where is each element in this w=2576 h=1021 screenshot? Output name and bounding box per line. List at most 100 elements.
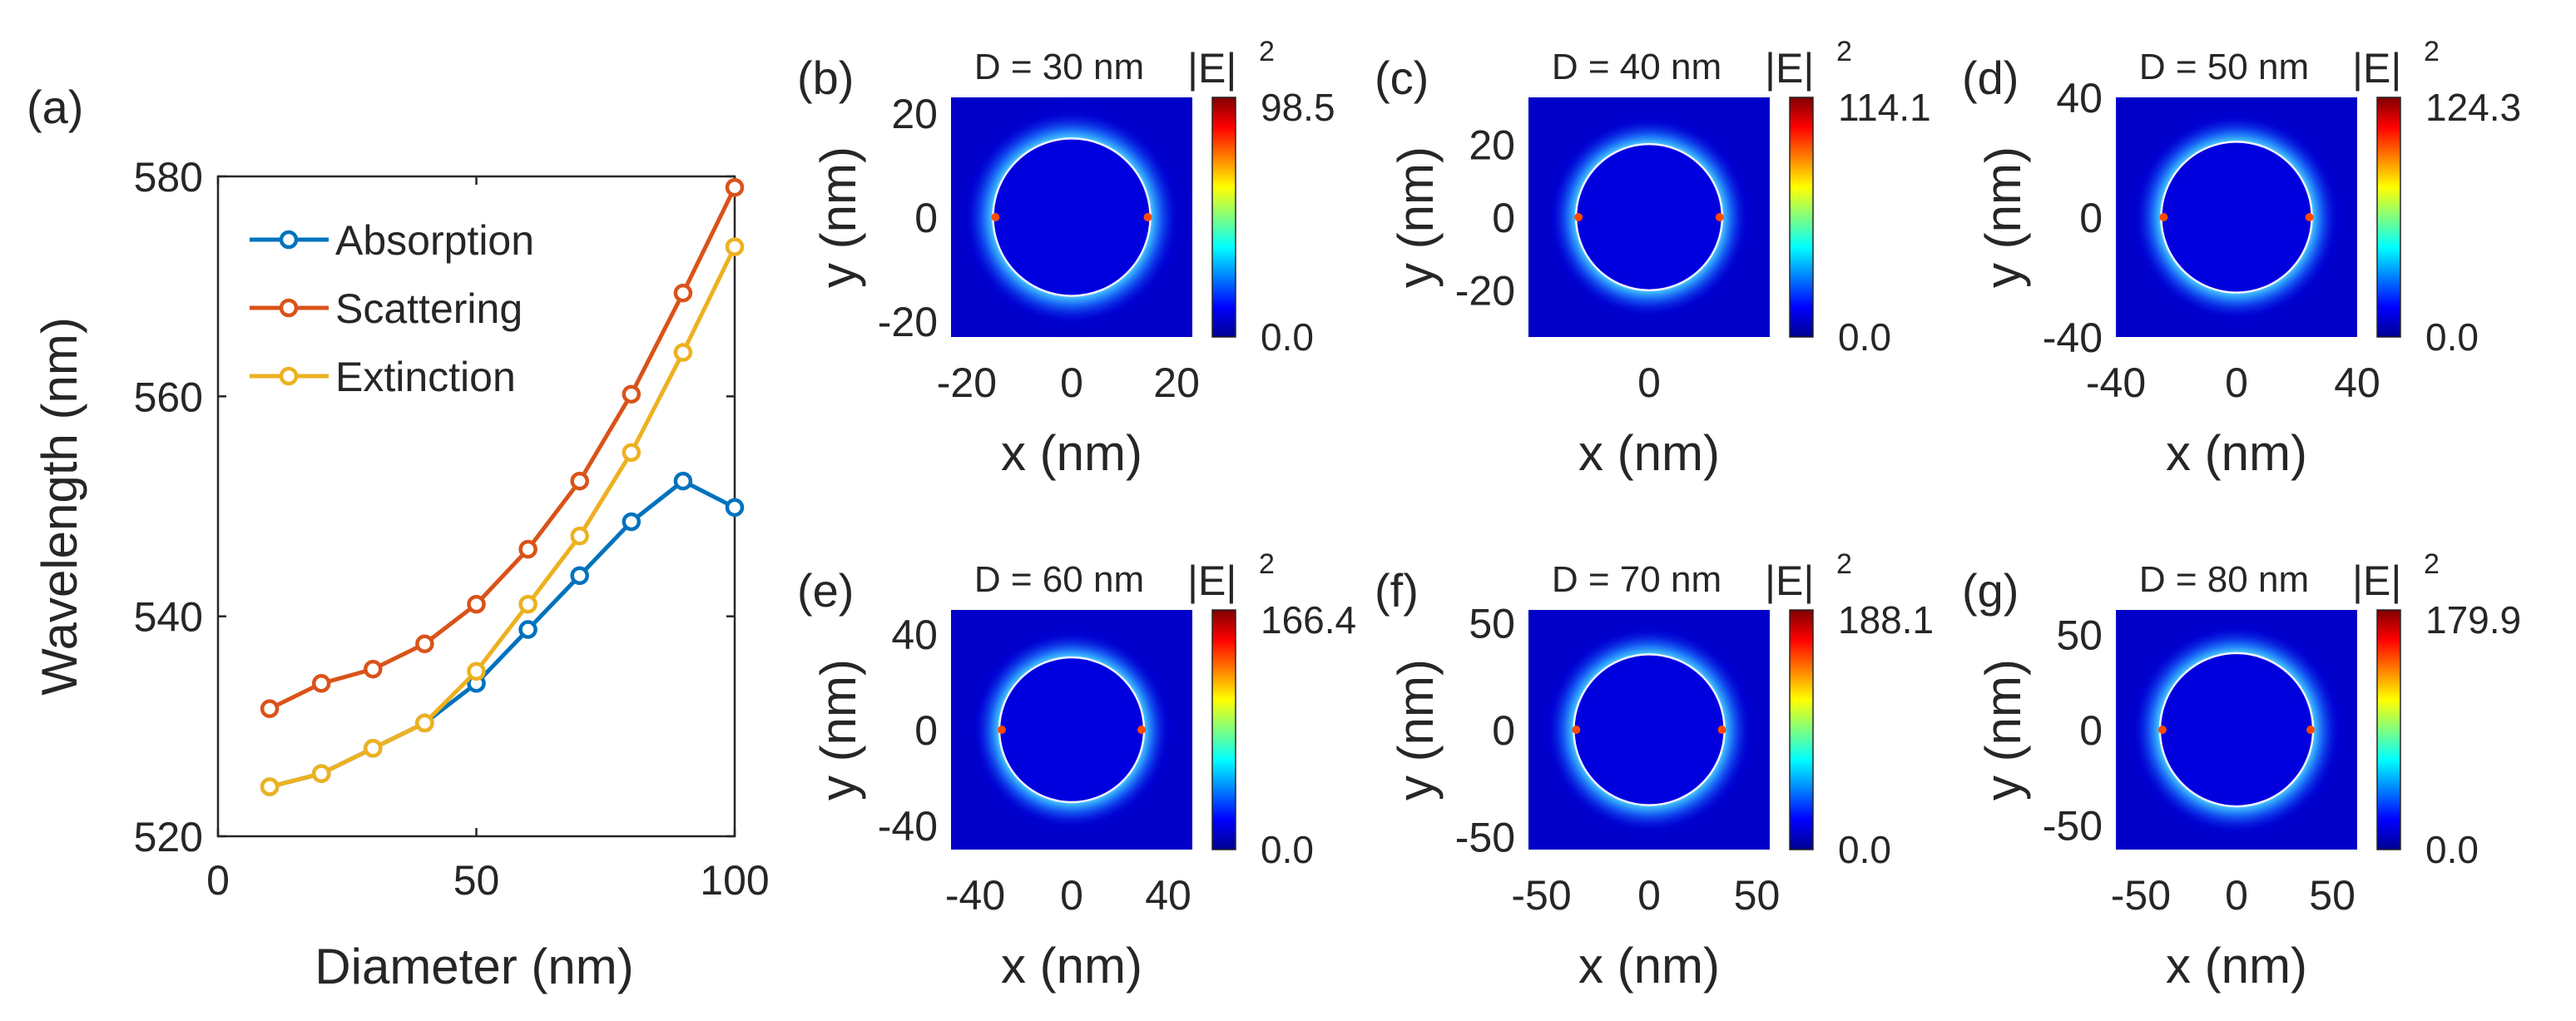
- data-point: [415, 713, 434, 733]
- colorbar: [1211, 97, 1236, 338]
- series-line-extinction: [269, 245, 737, 789]
- map-title: D = 50 nm: [2139, 47, 2309, 87]
- colorbar-exponent: 2: [2424, 36, 2440, 67]
- x-tick-label: -50: [2111, 872, 2171, 919]
- data-point: [570, 566, 589, 586]
- x-tick-label: 0: [1060, 872, 1083, 919]
- panel-label: (f): [1375, 564, 1419, 617]
- x-axis-label: x (nm): [1001, 425, 1142, 481]
- x-tick-label: 0: [2225, 359, 2248, 406]
- data-point: [725, 498, 745, 518]
- y-tick-label: 540: [134, 594, 203, 641]
- particle-boundary: [992, 137, 1152, 297]
- y-tick-label: 560: [134, 374, 203, 420]
- field-map-panel: -40 0 40 40 0 -40 x (nm) y (nm) (d) D = 50 nm 124.…: [1962, 36, 2521, 481]
- x-tick-label: -40: [945, 872, 1005, 919]
- particle-boundary: [998, 656, 1146, 804]
- hotspot-right: [2306, 726, 2316, 734]
- data-point: [673, 343, 693, 362]
- y-axis-label: y (nm): [1975, 146, 2031, 288]
- legend-label: Scattering: [335, 285, 523, 332]
- colorbar-max-label: 166.4: [1261, 598, 1356, 642]
- data-point: [673, 471, 693, 491]
- colorbar-exponent: 2: [1259, 548, 1275, 580]
- colorbar-min-label: 0.0: [1261, 828, 1314, 871]
- data-point: [725, 237, 745, 256]
- data-point: [518, 620, 537, 639]
- plot-area-frame: [216, 175, 736, 838]
- y-tick-label: 0: [2079, 707, 2103, 754]
- colorbar-max-label: 114.1: [1838, 86, 1931, 129]
- colorbar-max-label: 98.5: [1261, 86, 1335, 129]
- data-point: [364, 739, 383, 758]
- data-point: [622, 384, 642, 404]
- y-tick-label: 0: [2079, 195, 2103, 241]
- panel-label: (e): [797, 564, 854, 617]
- x-axis-label: x (nm): [1001, 938, 1142, 994]
- colorbar: [1789, 609, 1814, 850]
- hotspot-right: [1137, 726, 1146, 734]
- legend-marker: [279, 366, 299, 386]
- y-axis-label: y (nm): [1388, 146, 1444, 288]
- y-tick-label: -40: [878, 803, 938, 850]
- panel-label: (g): [1962, 564, 2019, 617]
- x-tick-label: 40: [2334, 359, 2380, 406]
- legend-label: Absorption: [335, 217, 534, 264]
- particle-boundary: [2158, 652, 2315, 808]
- x-tick-label: -50: [1511, 872, 1571, 919]
- y-tick-label: 0: [1492, 707, 1515, 754]
- y-tick-label: 20: [891, 91, 938, 137]
- hotspot-left: [2159, 213, 2168, 221]
- hotspot-right: [1715, 213, 1724, 221]
- y-tick-label: -50: [2043, 802, 2103, 849]
- x-tick-label: 0: [1637, 359, 1661, 406]
- hotspot-right: [1717, 726, 1726, 734]
- data-point: [364, 659, 383, 679]
- hotspot-left: [1572, 726, 1581, 734]
- x-tick-label: 0: [2225, 872, 2248, 919]
- x-tick-label: 20: [1153, 359, 1200, 406]
- map-title: D = 30 nm: [974, 47, 1144, 87]
- x-axis-label: x (nm): [2166, 425, 2307, 481]
- colorbar-exponent: 2: [1836, 548, 1852, 580]
- colorbar-min-label: 0.0: [2425, 828, 2479, 871]
- colorbar: [1789, 97, 1814, 338]
- colorbar-quantity-label: |E|: [1765, 45, 1814, 92]
- colorbar: [2376, 97, 2401, 338]
- y-tick-label: -50: [1455, 815, 1515, 861]
- colorbar-exponent: 2: [2424, 548, 2440, 580]
- x-tick-label: -40: [2086, 359, 2146, 406]
- hotspot-right: [1143, 213, 1152, 221]
- y-axis-label: Wavelength (nm): [32, 317, 87, 696]
- field-map-panel: -40 0 40 40 0 -40 x (nm) y (nm) (e) D = 60 nm 166.…: [797, 548, 1356, 994]
- legend-label: Extinction: [335, 354, 516, 400]
- colorbar-quantity-label: |E|: [1187, 45, 1236, 92]
- colorbar-min-label: 0.0: [1838, 315, 1891, 359]
- y-tick-label: 520: [134, 814, 203, 860]
- particle-boundary: [2160, 141, 2313, 294]
- colorbar-exponent: 2: [1259, 36, 1275, 67]
- x-tick-label: 50: [1734, 872, 1781, 919]
- hotspot-left: [2157, 726, 2167, 734]
- x-tick-label: 50: [2309, 872, 2356, 919]
- particle-boundary: [1573, 653, 1726, 806]
- data-point: [467, 662, 486, 681]
- y-tick-label: 50: [1469, 600, 1515, 647]
- data-point: [622, 512, 642, 532]
- x-axis-label: x (nm): [1578, 938, 1720, 994]
- data-point: [260, 699, 280, 718]
- legend-marker: [279, 230, 299, 250]
- x-tick-label: 50: [453, 857, 500, 904]
- y-tick-label: 20: [1469, 122, 1515, 169]
- colorbar-max-label: 179.9: [2425, 598, 2521, 642]
- data-point: [467, 594, 486, 614]
- y-tick-label: 40: [2056, 75, 2103, 121]
- colorbar: [2376, 609, 2401, 850]
- map-title: D = 70 nm: [1552, 559, 1721, 600]
- panel-label: (b): [797, 52, 854, 104]
- panel-a-line-chart: 0 50 100 520 540 560 580 Diameter (nm) Wavelengt…: [27, 81, 770, 994]
- hotspot-right: [2305, 213, 2314, 221]
- hotspot-left: [1574, 213, 1583, 221]
